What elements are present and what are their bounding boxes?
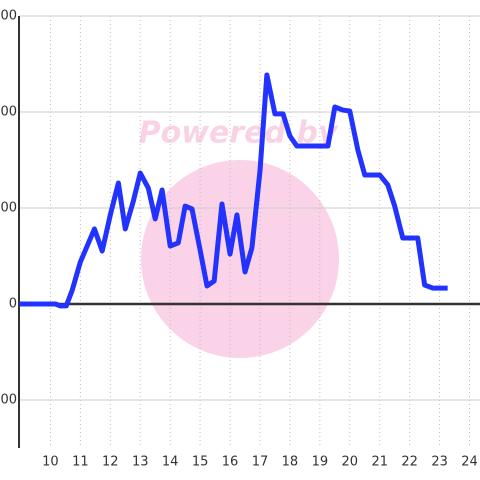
data-line: [19, 72, 448, 309]
x-tick-label: 19: [312, 455, 329, 470]
x-tick-label: 12: [102, 455, 119, 470]
x-tick-label: 15: [192, 455, 209, 470]
x-tick-label: 21: [371, 455, 388, 470]
x-tick-label: 11: [72, 455, 89, 470]
x-tick-label: 14: [162, 455, 179, 470]
x-tick-label: 18: [282, 455, 299, 470]
x-tick-label: 23: [431, 455, 448, 470]
x-tick-label: 22: [401, 455, 418, 470]
y-tick-label: 1,500: [0, 9, 17, 24]
x-tick-label: 24: [461, 455, 478, 470]
y-tick-label: -500: [0, 393, 17, 408]
y-tick-label: 1,000: [0, 105, 17, 120]
y-tick-label: 0: [9, 297, 17, 312]
watermark-circle: [141, 160, 339, 358]
x-tick-label: 13: [132, 455, 149, 470]
y-tick-label: 500: [0, 201, 17, 216]
x-tick-label: 20: [342, 455, 359, 470]
x-tick-label: 10: [42, 455, 59, 470]
x-tick-label: 17: [252, 455, 269, 470]
x-tick-label: 16: [222, 455, 239, 470]
